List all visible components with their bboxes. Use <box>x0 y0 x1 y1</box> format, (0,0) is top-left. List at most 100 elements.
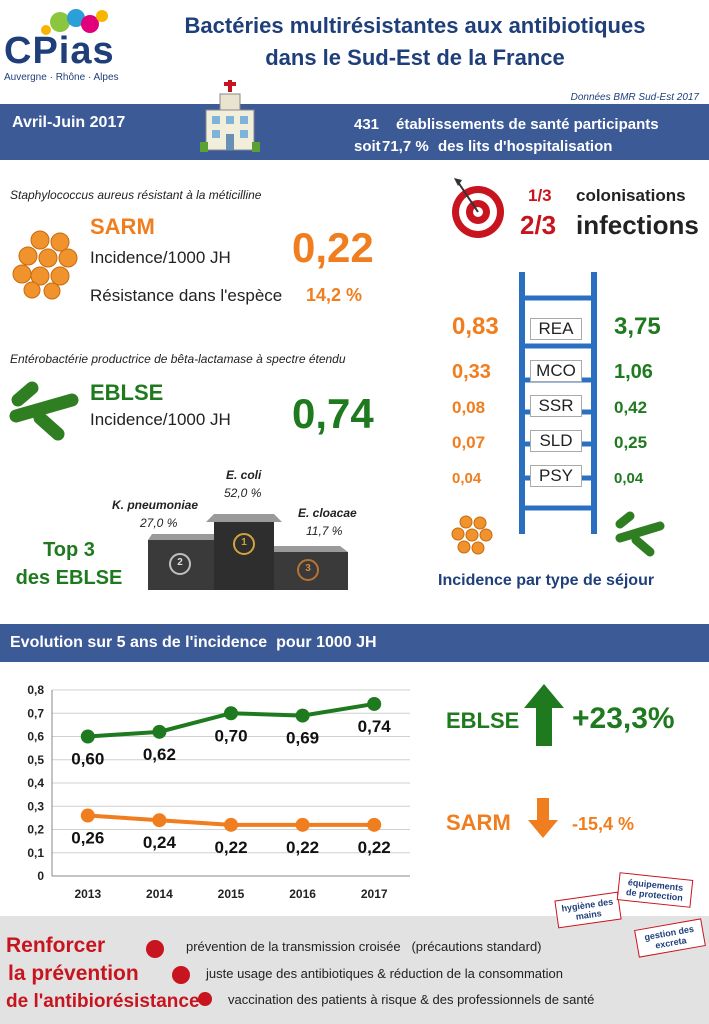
podium-first-name: E. coli <box>226 468 262 482</box>
data-label: 0,24 <box>143 833 177 852</box>
eblse-incidence-label: Incidence/1000 JH <box>90 410 231 429</box>
arrow-up-icon <box>524 684 564 746</box>
podium-second-pct: 27,0 % <box>140 516 178 530</box>
infections-fraction: 2/3 <box>520 210 557 240</box>
podium-third-pct: 11,7 % <box>306 524 343 538</box>
sejour-eblse-rea: 3,75 <box>614 313 661 340</box>
period-banner: Avril-Juin 2017 431 établissements de sa… <box>0 104 709 160</box>
logo: CPias Auvergne · Rhône · Alpes <box>4 4 122 86</box>
podium-title-line1: Top 3 <box>43 539 95 561</box>
evolution-chart: 0 0,1 0,2 0,3 0,4 0,5 0,6 0,7 0,8 2013 2014 2015 201… <box>0 676 430 910</box>
sarm-icon <box>10 228 80 300</box>
sejour-eblse-icon <box>612 508 668 560</box>
y-tick-label: 0,5 <box>27 753 44 767</box>
sarm-subtitle: Staphylococcus aureus résistant à la mét… <box>10 188 262 202</box>
x-tick-label: 2014 <box>146 887 173 901</box>
sarm-incidence-value: 0,22 <box>292 224 374 271</box>
x-tick-label: 2016 <box>289 887 316 901</box>
footer-panel <box>0 916 709 1024</box>
y-tick-label: 0,3 <box>27 799 44 813</box>
series-point <box>152 813 167 828</box>
page-title: Bactéries multirésistantes aux antibioti… <box>130 10 700 74</box>
sejour-sarm-ssr: 0,08 <box>452 398 486 417</box>
data-label: 0,62 <box>143 745 176 764</box>
sejour-eblse-ssr: 0,42 <box>614 398 648 417</box>
data-label: 0,60 <box>71 750 104 769</box>
colonisations-label: colonisations <box>576 186 686 205</box>
bullet-icon <box>146 940 164 958</box>
sejour-type-ssr: SSR <box>530 395 582 417</box>
sejour-sarm-sld: 0,07 <box>452 433 486 452</box>
sarm-resistance-value: 14,2 % <box>306 285 363 305</box>
source-note: Données BMR Sud-Est 2017 <box>570 92 699 103</box>
logo-brand: CPias <box>4 30 115 72</box>
eblse-incidence-value: 0,74 <box>292 390 374 437</box>
data-label: 0,70 <box>214 726 247 745</box>
eblse-name: EBLSE <box>90 380 164 405</box>
sejour-type-mco: MCO <box>530 360 582 382</box>
sejour-type-sld: SLD <box>530 430 582 452</box>
colonisations-fraction: 1/3 <box>528 186 552 205</box>
eblse-icon <box>6 378 82 444</box>
sejour-sarm-mco: 0,33 <box>452 361 491 383</box>
footer-title-line1: Renforcer <box>6 934 106 957</box>
x-tick-label: 2017 <box>361 887 388 901</box>
beds-label: des lits d'hospitalisation <box>438 138 613 155</box>
podium-title-line2: des EBLSE <box>15 567 123 589</box>
podium-first-pct: 52,0 % <box>224 486 262 500</box>
trend-eblse-change: +23,3% <box>572 702 675 735</box>
infections-label: infections <box>576 210 699 240</box>
bullet-icon <box>198 992 212 1006</box>
y-tick-label: 0,2 <box>27 823 44 837</box>
y-tick-label: 0,7 <box>27 706 44 720</box>
sejour-type-rea: REA <box>530 318 582 340</box>
footer-title: Renforcer la prévention de l'antibiorési… <box>6 932 200 1016</box>
sejour-sarm-rea: 0,83 <box>452 313 499 340</box>
trend-sarm-change: -15,4 % <box>572 814 635 834</box>
trend-eblse-label: EBLSE <box>446 708 520 733</box>
series-point <box>80 729 95 744</box>
page-title-line2: dans le Sud-Est de la France <box>265 45 565 70</box>
footer-title-line2: la prévention <box>8 962 139 985</box>
data-label: 0,22 <box>358 838 391 857</box>
sarm-resistance-label: Résistance dans l'espèce <box>90 286 283 305</box>
podium-third-name: E. cloacae <box>298 506 357 520</box>
data-label: 0,26 <box>71 829 104 848</box>
y-tick-label: 0 <box>37 869 44 883</box>
sejour-eblse-mco: 1,06 <box>614 361 653 383</box>
sejour-eblse-sld: 0,25 <box>614 433 648 452</box>
data-label: 0,22 <box>214 838 247 857</box>
participants-count: 431 <box>354 116 380 133</box>
arrow-down-icon <box>528 798 558 838</box>
stamp-protective-equipment: équipements de protection <box>616 872 694 908</box>
chart-svg: 0 0,1 0,2 0,3 0,4 0,5 0,6 0,7 0,8 2013 2014 2015 201… <box>27 683 410 901</box>
hospital-icon <box>200 80 260 154</box>
sarm-incidence-label: Incidence/1000 JH <box>90 248 231 267</box>
period-label: Avril-Juin 2017 <box>12 114 126 131</box>
series-point <box>367 817 382 832</box>
sejour-sarm-psy: 0,04 <box>452 470 482 487</box>
evolution-title: Evolution sur 5 ans de l'incidence pour … <box>10 634 377 651</box>
soit-label: soit <box>354 138 381 155</box>
evolution-banner: Evolution sur 5 ans de l'incidence pour … <box>0 624 709 662</box>
sejour-sarm-icon <box>448 514 498 560</box>
target-icon <box>448 176 508 242</box>
series-point <box>295 708 310 723</box>
y-tick-label: 0,6 <box>27 730 44 744</box>
series-point <box>295 817 310 832</box>
podium-rank-1: 1 <box>241 537 247 548</box>
footer-title-line3: de l'antibiorésistance <box>6 991 200 1012</box>
x-tick-label: 2013 <box>74 887 101 901</box>
podium-title: Top 3 des EBLSE <box>14 536 124 592</box>
y-tick-label: 0,8 <box>27 683 44 697</box>
data-label: 0,22 <box>286 838 319 857</box>
bullet-icon <box>172 966 190 984</box>
page-title-line1: Bactéries multirésistantes aux antibioti… <box>184 13 646 38</box>
podium-rank-3: 3 <box>305 563 311 574</box>
podium-graphic <box>148 506 348 590</box>
participants-label: établissements de santé participants <box>396 116 659 133</box>
sejour-type-psy: PSY <box>530 465 582 487</box>
beds-pct: 71,7 % <box>382 138 429 155</box>
sarm-name: SARM <box>90 214 155 239</box>
series-point <box>224 706 238 721</box>
